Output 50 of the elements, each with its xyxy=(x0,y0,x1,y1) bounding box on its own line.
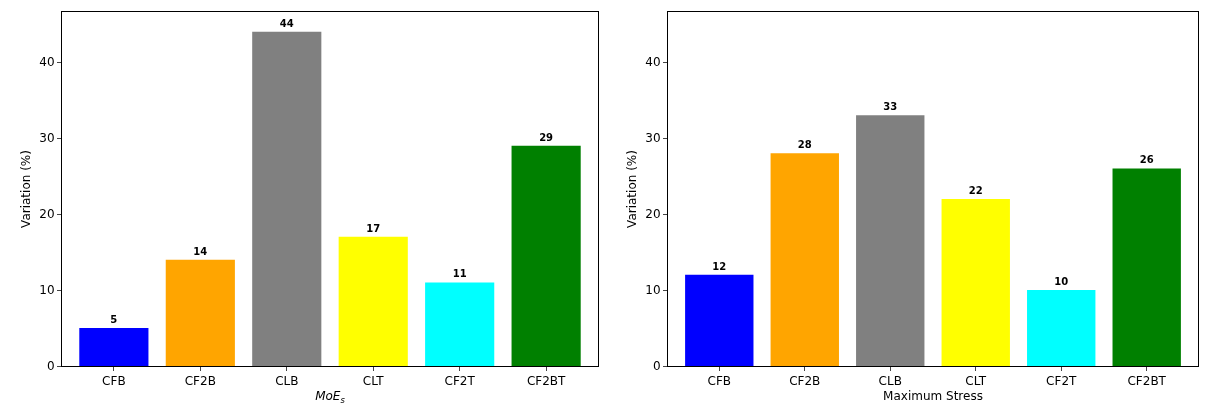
x-tick-label: CFB xyxy=(102,374,126,389)
y-tick-label: 20 xyxy=(39,207,55,222)
x-tick-label: CF2T xyxy=(444,374,476,389)
bar xyxy=(856,115,925,366)
data-label: 12 xyxy=(712,260,727,272)
data-label: 11 xyxy=(452,268,467,280)
y-tick-label: 20 xyxy=(645,207,661,222)
y-tick-label: 0 xyxy=(46,359,55,374)
x-tick-label: CF2BT xyxy=(526,374,567,389)
x-tick-label: CLB xyxy=(878,374,902,389)
bar xyxy=(165,259,235,366)
data-label: 33 xyxy=(883,101,898,113)
y-axis-title: Variation (%) xyxy=(624,150,639,228)
bar xyxy=(1112,168,1181,366)
bar xyxy=(685,274,754,366)
x-tick-label: CF2BT xyxy=(1127,374,1167,389)
y-tick-label: 0 xyxy=(652,359,661,374)
y-axis-title: Variation (%) xyxy=(18,150,33,228)
x-axis-title: MoE$_{s}$ xyxy=(315,389,346,405)
y-tick-label: 10 xyxy=(645,283,661,298)
x-tick-label: CF2T xyxy=(1046,374,1078,389)
x-axis-title: Maximum Stress xyxy=(883,389,983,404)
data-label: 10 xyxy=(1054,276,1069,288)
data-label: 26 xyxy=(1139,154,1154,166)
bar xyxy=(425,282,495,366)
bar xyxy=(252,31,322,366)
bar xyxy=(1027,290,1096,366)
data-label: 5 xyxy=(110,314,118,326)
x-tick-label: CLT xyxy=(362,374,385,389)
y-tick-label: 30 xyxy=(39,131,55,146)
x-tick-label: CLB xyxy=(275,374,299,389)
y-tick-label: 40 xyxy=(39,55,55,70)
bar xyxy=(770,153,839,366)
x-tick-label: CLT xyxy=(965,374,987,389)
data-label: 17 xyxy=(366,222,381,234)
y-tick-label: 10 xyxy=(39,283,55,298)
bar xyxy=(511,145,581,366)
bar xyxy=(338,236,408,366)
data-label: 22 xyxy=(968,184,983,196)
data-label: 44 xyxy=(279,17,294,29)
x-tick-label: CFB xyxy=(707,374,732,389)
data-label: 14 xyxy=(193,245,208,257)
data-label: 28 xyxy=(797,139,812,151)
x-tick-label: CF2B xyxy=(789,374,821,389)
bar xyxy=(941,198,1010,366)
y-tick-label: 30 xyxy=(645,131,661,146)
data-label: 29 xyxy=(539,131,554,143)
y-tick-label: 40 xyxy=(645,55,661,70)
bar xyxy=(79,328,149,366)
x-tick-label: CF2B xyxy=(184,374,216,389)
